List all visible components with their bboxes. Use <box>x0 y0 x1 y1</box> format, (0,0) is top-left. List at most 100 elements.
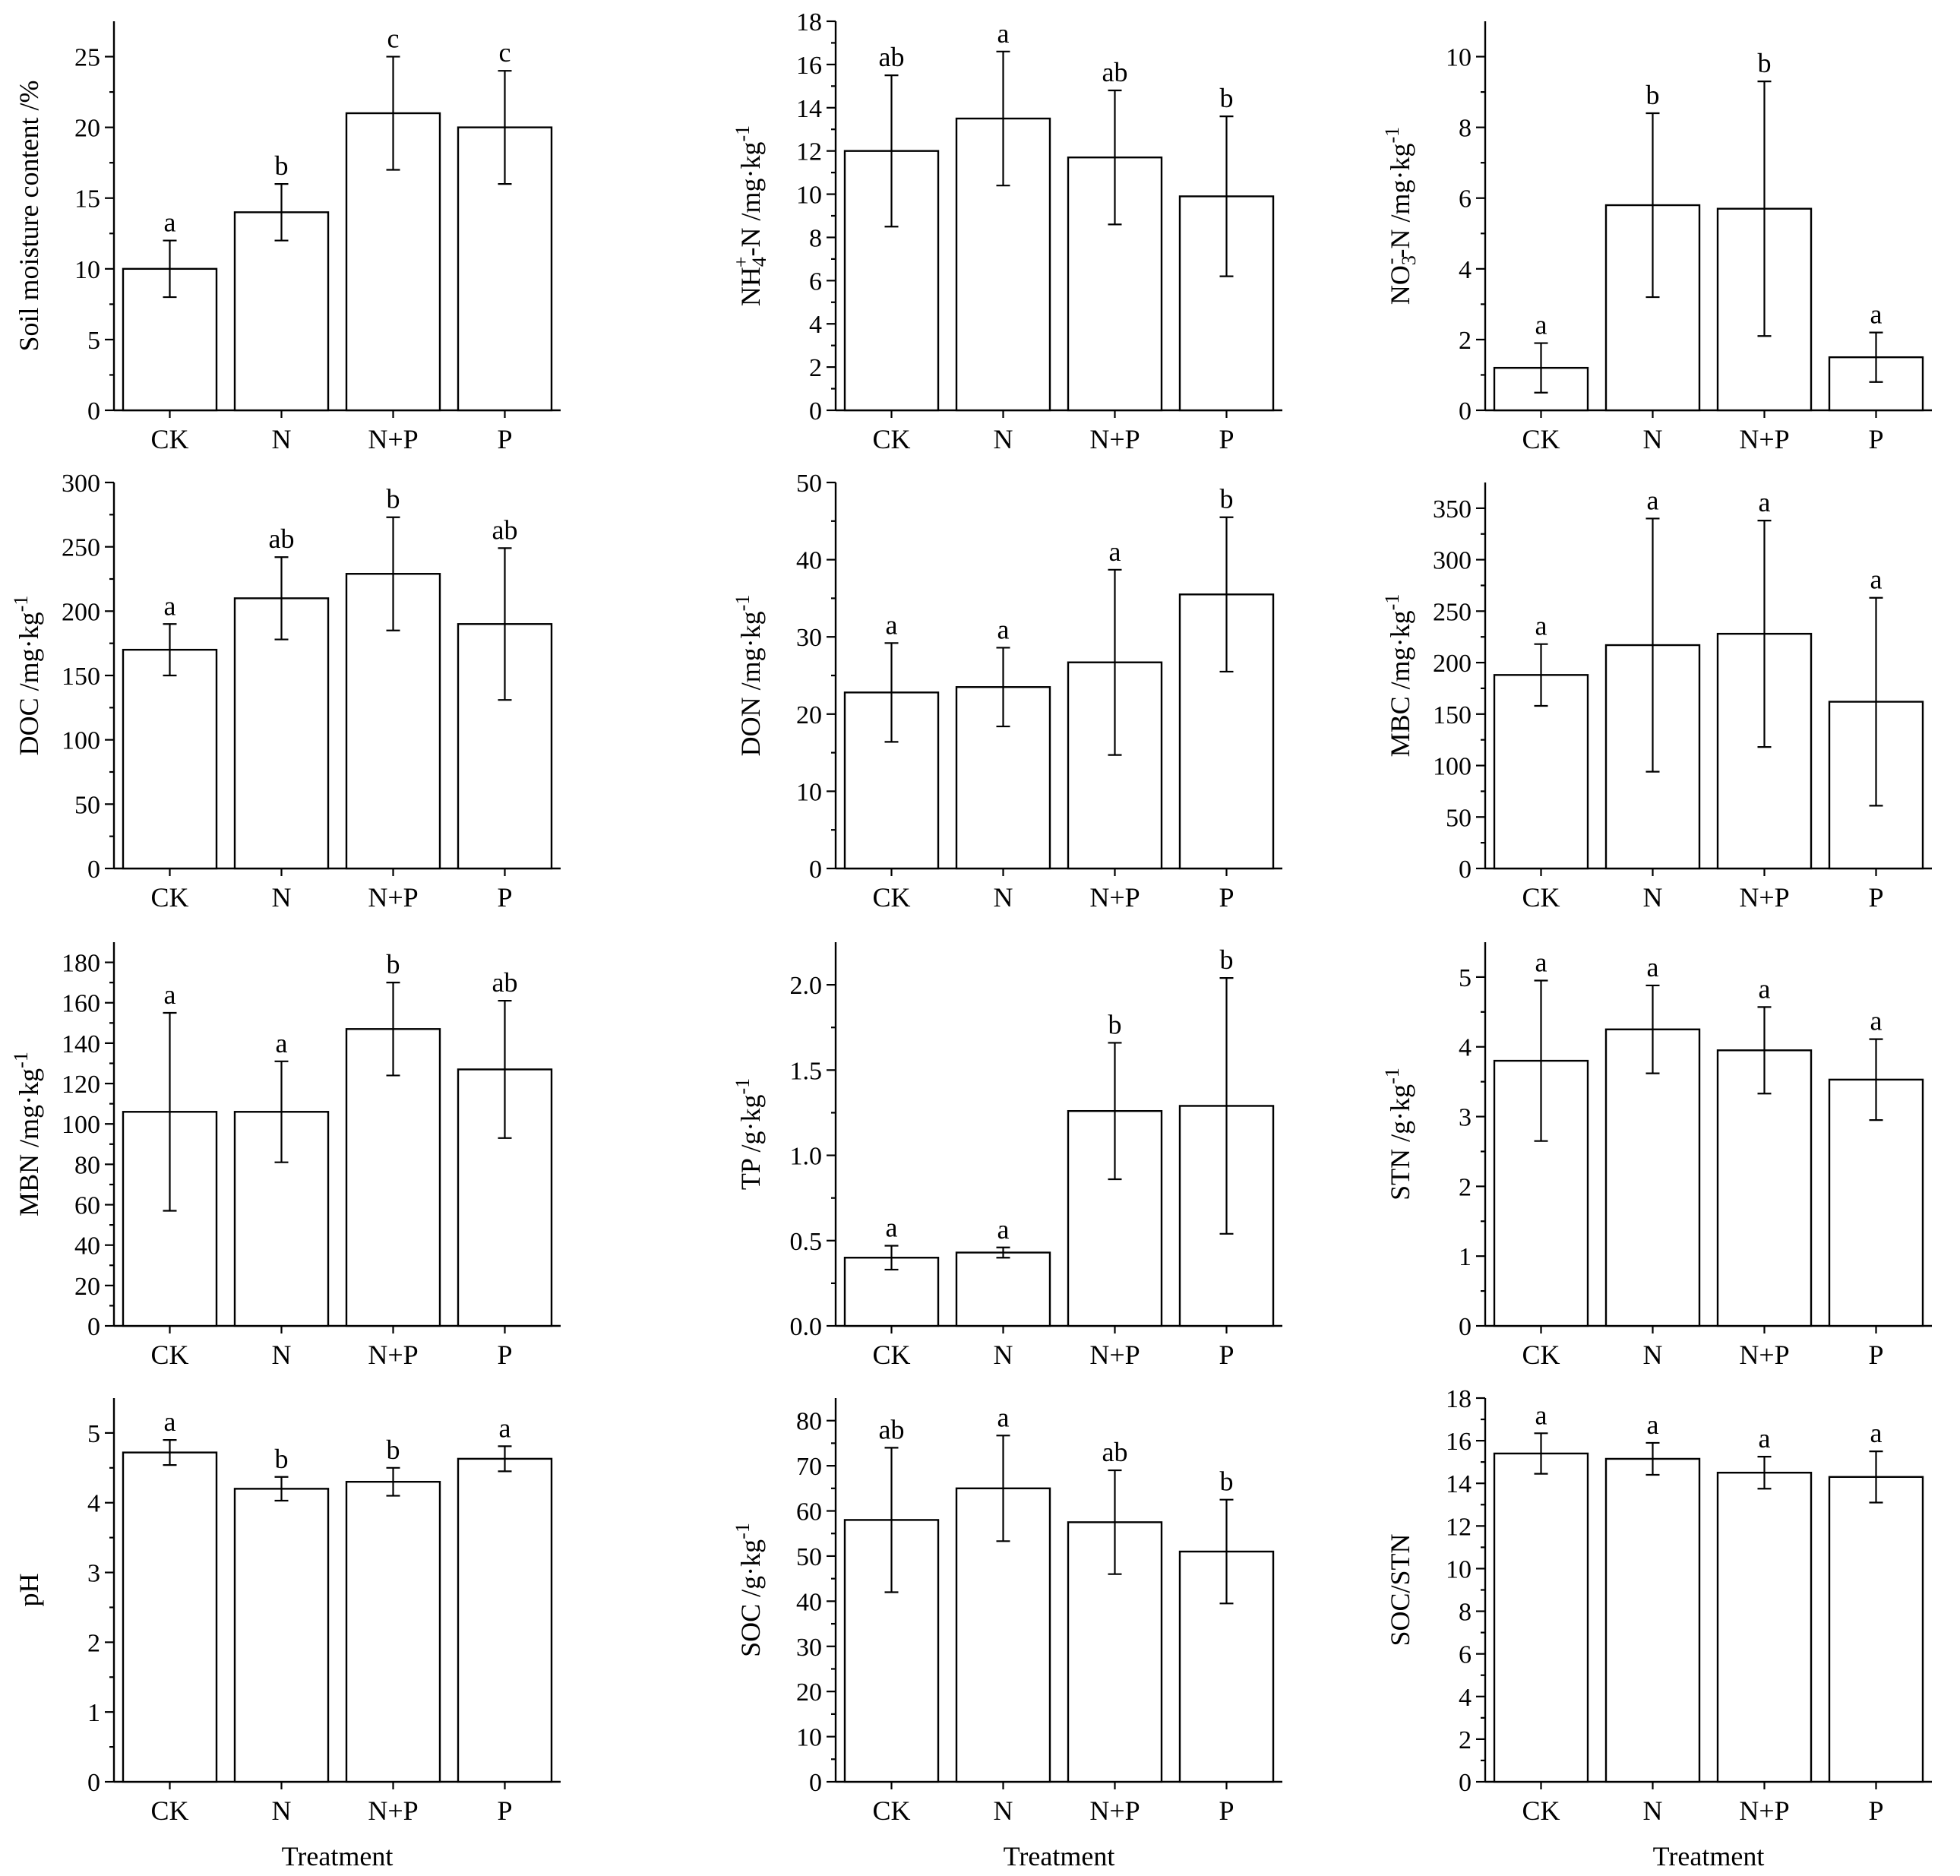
significance-letter: a <box>276 1028 288 1058</box>
bar <box>457 1457 553 1783</box>
significance-letter: a <box>1870 299 1883 330</box>
y-tick-label: 2 <box>809 354 822 382</box>
x-tick-label: N <box>994 882 1013 913</box>
x-tick-label: N+P <box>1739 1795 1789 1826</box>
x-tick-label: CK <box>150 1340 188 1370</box>
y-tick-label: 300 <box>1433 547 1472 575</box>
x-tick-label: CK <box>150 424 188 454</box>
y-tick-label: 8 <box>1459 1599 1472 1627</box>
panel-11: 0 10 20 30 40 50 60 70 80 ab CK a Nab N+P b P SOC /g·kg-… <box>732 1398 1282 1871</box>
y-tick-label: 3 <box>1459 1104 1472 1132</box>
significance-letter: ab <box>492 514 518 545</box>
y-tick-label: 50 <box>1446 804 1472 832</box>
significance-letter: a <box>1535 611 1547 641</box>
x-tick-label: P <box>1219 424 1234 454</box>
y-tick-label: 20 <box>796 701 822 729</box>
x-tick-label: CK <box>1522 424 1560 454</box>
x-tick-label: P <box>1868 424 1883 454</box>
y-tick-label: 6 <box>809 267 822 296</box>
x-tick-label: CK <box>1522 1340 1560 1370</box>
bar <box>1716 1471 1813 1783</box>
significance-letter: a <box>499 1413 511 1443</box>
y-tick-label: 200 <box>62 598 100 626</box>
y-axis-title: NO3--N /mg·kg-1 <box>1380 127 1420 305</box>
x-tick-label: CK <box>1522 1795 1560 1826</box>
y-tick-label: 0.5 <box>790 1228 823 1256</box>
significance-letter: a <box>1870 565 1883 595</box>
x-tick-label: N <box>1643 424 1663 454</box>
y-tick-label: 0 <box>809 1769 822 1797</box>
panel-5: 0 10 20 30 40 50 a CK a Na N+P b P DON /mg·kg-1 <box>732 470 1282 913</box>
y-tick-label: 10 <box>796 778 822 806</box>
y-tick-label: 30 <box>796 624 822 652</box>
bar <box>345 1480 441 1783</box>
panel-8: 0.0 0.5 1.0 1.5 2.0 a CK a Nb N+P b P TP /g·kg-1 <box>732 942 1282 1370</box>
y-tick-label: 10 <box>796 182 822 210</box>
y-tick-label: 18 <box>1446 1385 1472 1413</box>
bar <box>233 1488 330 1783</box>
significance-letter: a <box>1647 952 1659 982</box>
y-tick-label: 4 <box>809 311 822 339</box>
y-tick-label: 50 <box>796 1543 822 1571</box>
panel-7: 0 20 40 60 80 100 120 140 160 180 a CK a Nb N+P ab P MBN … <box>10 942 561 1370</box>
y-tick-label: 40 <box>74 1232 100 1261</box>
significance-letter: b <box>387 1435 400 1465</box>
y-tick-label: 2 <box>87 1629 100 1657</box>
x-tick-label: P <box>1868 1795 1883 1826</box>
x-tick-label: CK <box>872 1340 910 1370</box>
x-tick-label: P <box>1219 1340 1234 1370</box>
significance-letter: b <box>1220 484 1234 514</box>
x-tick-label: P <box>497 1340 512 1370</box>
x-tick-label: N <box>994 1795 1013 1826</box>
y-tick-label: 70 <box>796 1453 822 1481</box>
y-tick-label: 0 <box>809 397 822 426</box>
significance-letter: a <box>1109 536 1121 567</box>
x-tick-label: N <box>272 424 292 454</box>
y-tick-label: 4 <box>1459 1684 1472 1712</box>
y-tick-label: 60 <box>74 1192 100 1220</box>
y-tick-label: 10 <box>1446 44 1472 72</box>
bar <box>122 648 218 870</box>
y-tick-label: 100 <box>62 1111 100 1139</box>
y-tick-label: 0 <box>1459 1313 1472 1341</box>
x-tick-label: N <box>1643 1795 1663 1826</box>
x-tick-label: CK <box>872 882 910 913</box>
y-axis-title: MBN /mg·kg-1 <box>10 1052 44 1216</box>
y-tick-label: 30 <box>796 1634 822 1662</box>
y-tick-label: 160 <box>62 990 100 1018</box>
y-tick-label: 6 <box>1459 1641 1472 1669</box>
y-tick-label: 0 <box>809 856 822 884</box>
bar <box>1493 1452 1589 1783</box>
significance-letter: b <box>275 150 289 181</box>
significance-letter: a <box>1870 1006 1883 1036</box>
x-tick-label: CK <box>150 882 188 913</box>
significance-letter: a <box>1647 1409 1659 1440</box>
x-tick-label: P <box>1868 1340 1883 1370</box>
y-axis-title: DON /mg·kg-1 <box>732 595 766 757</box>
y-tick-label: 2.0 <box>790 972 823 1000</box>
x-tick-label: P <box>497 882 512 913</box>
y-axis-title: NH4+-N /mg·kg-1 <box>730 125 770 306</box>
y-tick-label: 16 <box>1446 1428 1472 1456</box>
x-axis-title: Treatment <box>1004 1841 1115 1871</box>
y-tick-label: 60 <box>796 1498 822 1526</box>
x-tick-label: N <box>1643 1340 1663 1370</box>
y-tick-label: 5 <box>87 1420 100 1448</box>
y-tick-label: 0 <box>1459 397 1472 426</box>
y-tick-label: 4 <box>1459 1034 1472 1062</box>
y-tick-label: 350 <box>1433 495 1472 524</box>
y-tick-label: 5 <box>87 327 100 355</box>
y-tick-label: 0 <box>1459 856 1472 884</box>
panel-10: 0 1 2 3 4 5 a CK b Nb N+P a PpH Treatment <box>14 1398 561 1871</box>
significance-letter: a <box>1535 947 1547 978</box>
significance-letter: a <box>164 979 176 1010</box>
significance-letter: a <box>1535 1400 1547 1430</box>
y-tick-label: 12 <box>1446 1513 1472 1541</box>
bar <box>233 597 330 870</box>
x-tick-label: N+P <box>1739 1340 1789 1370</box>
x-tick-label: P <box>1219 1795 1234 1826</box>
significance-letter: b <box>1646 80 1660 110</box>
significance-letter: a <box>886 609 898 640</box>
y-axis-title: SOC /g·kg-1 <box>732 1523 766 1657</box>
